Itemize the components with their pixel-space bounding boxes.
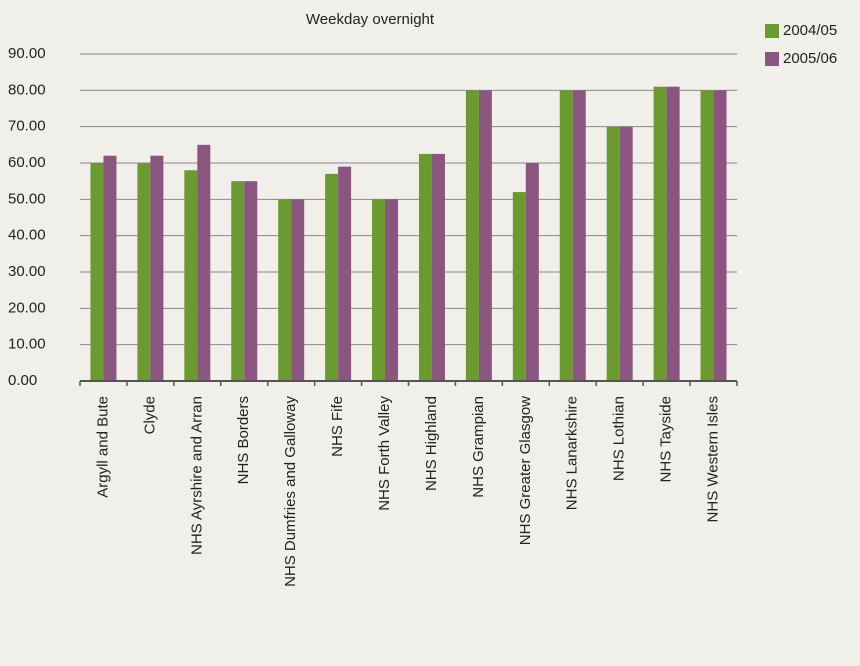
bar: [244, 181, 258, 381]
bar: [150, 155, 164, 381]
legend-swatch: [765, 52, 779, 66]
y-tick-label: 0.00: [8, 372, 37, 389]
bar: [606, 126, 620, 382]
x-tick-label: Argyll and Bute: [94, 396, 111, 498]
y-tick-label: 30.00: [8, 263, 46, 280]
legend-swatch: [765, 24, 779, 38]
x-tick-label: NHS Tayside: [658, 396, 675, 482]
y-tick-label: 50.00: [8, 190, 46, 207]
bar: [278, 199, 292, 381]
x-tick-label: NHS Greater Glasgow: [517, 396, 534, 545]
bar: [372, 199, 386, 381]
bar: [653, 86, 667, 381]
bar: [713, 90, 727, 381]
y-tick-label: 10.00: [8, 336, 46, 353]
bar: [231, 181, 245, 381]
y-tick-label: 40.00: [8, 227, 46, 244]
bar: [197, 144, 211, 381]
x-tick-label: NHS Ayrshire and Arran: [188, 396, 205, 555]
x-tick-label: NHS Dumfries and Galloway: [282, 396, 299, 587]
y-tick-label: 60.00: [8, 154, 46, 171]
chart-title: Weekday overnight: [306, 11, 435, 28]
y-tick-label: 20.00: [8, 299, 46, 316]
bar: [465, 90, 479, 381]
legend-label: 2005/06: [783, 50, 837, 67]
bar: [103, 155, 117, 381]
x-tick-label: NHS Lothian: [611, 396, 628, 481]
legend-label: 2004/05: [783, 22, 837, 39]
x-tick-label: NHS Grampian: [470, 396, 487, 498]
y-tick-label: 70.00: [8, 118, 46, 135]
x-tick-label: NHS Highland: [423, 396, 440, 491]
bar: [137, 163, 151, 381]
bar: [572, 90, 586, 381]
bar: [431, 153, 445, 381]
y-tick-label: 90.00: [8, 45, 46, 62]
bar: [512, 192, 526, 381]
x-tick-label: Clyde: [141, 396, 158, 434]
bar: [418, 153, 432, 381]
bar: [325, 173, 339, 381]
bar: [478, 90, 492, 381]
x-tick-label: NHS Fife: [329, 396, 346, 457]
bar: [338, 166, 352, 381]
bar: [559, 90, 573, 381]
bar: [291, 199, 305, 381]
bar: [184, 170, 198, 381]
bar: [619, 126, 633, 382]
bar: [666, 86, 680, 381]
x-tick-label: NHS Borders: [235, 396, 252, 484]
bar: [90, 163, 104, 381]
bar: [385, 199, 399, 381]
x-tick-label: NHS Western Isles: [705, 396, 722, 522]
bar: [525, 163, 539, 381]
x-tick-label: NHS Forth Valley: [376, 396, 393, 511]
bar: [700, 90, 714, 381]
y-tick-label: 80.00: [8, 81, 46, 98]
x-tick-label: NHS Lanarkshire: [564, 396, 581, 510]
